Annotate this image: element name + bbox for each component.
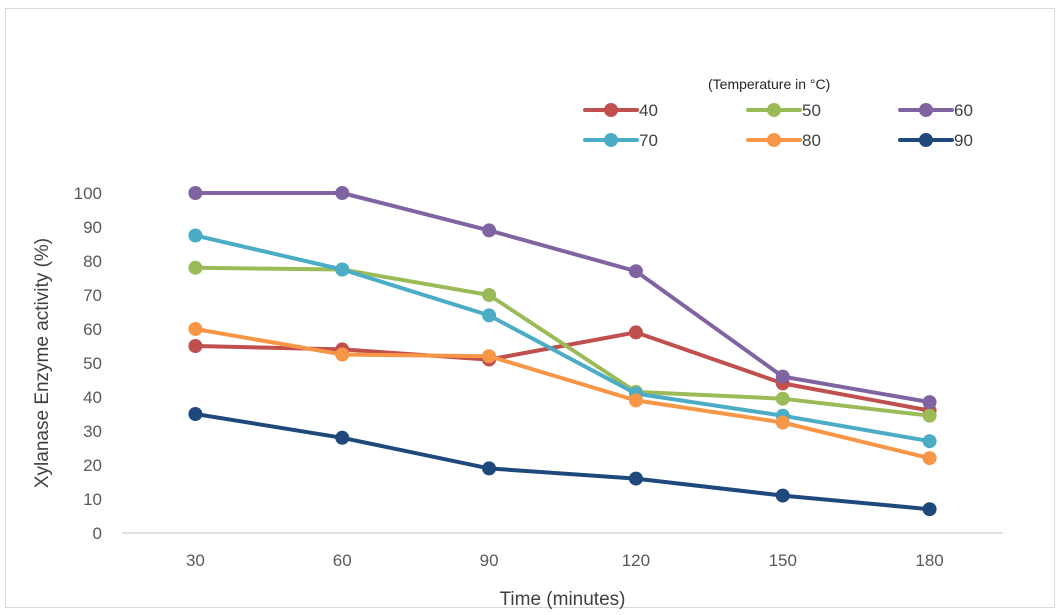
legend-item-90: 90 (898, 131, 973, 150)
data-point (188, 228, 203, 243)
series-line (193, 191, 932, 405)
x-tick-label: 180 (915, 551, 943, 570)
legend-label: 70 (639, 131, 658, 150)
data-point (628, 264, 643, 279)
data-point (922, 408, 937, 423)
data-point (482, 461, 497, 476)
series-70 (188, 228, 937, 449)
data-point (775, 369, 790, 384)
legend-item-80: 80 (746, 131, 821, 150)
legend-swatch-marker (604, 103, 618, 117)
y-tick-label: 80 (83, 252, 102, 271)
legend-label: 50 (802, 101, 821, 120)
data-point (922, 395, 937, 410)
legend-swatch-marker (604, 133, 618, 147)
y-tick-label: 70 (83, 286, 102, 305)
series-80 (188, 322, 937, 466)
series-60 (188, 186, 937, 410)
x-tick-labels: 30 60 90 120 150 180 (186, 551, 944, 570)
data-point (188, 322, 203, 336)
legend-item-60: 60 (898, 101, 973, 120)
y-tick-label: 10 (83, 490, 102, 509)
legend: (Temperature in °C) 40 50 60 70 80 90 (583, 76, 973, 150)
x-tick-label: 30 (186, 551, 205, 570)
x-axis-title: Time (minutes) (500, 589, 626, 610)
x-tick-label: 120 (622, 551, 650, 570)
data-point (188, 407, 203, 421)
chart-frame (5, 8, 1055, 608)
data-point (335, 347, 350, 362)
data-point (775, 488, 790, 503)
legend-swatch-marker (919, 133, 933, 147)
legend-item-40: 40 (583, 101, 658, 120)
data-point (188, 339, 203, 353)
legend-label: 90 (954, 131, 973, 150)
series-line (193, 412, 932, 512)
series-90 (188, 407, 937, 517)
data-point (188, 260, 203, 275)
series-50 (188, 260, 937, 423)
data-point (482, 288, 497, 302)
legend-label: 80 (802, 131, 821, 150)
y-tick-label: 90 (83, 218, 102, 237)
legend-item-50: 50 (746, 101, 821, 120)
x-tick-label: 150 (769, 551, 797, 570)
legend-label: 40 (639, 101, 658, 120)
data-point (482, 223, 497, 238)
data-point (628, 471, 643, 486)
y-tick-label: 100 (74, 184, 102, 203)
legend-label: 60 (954, 101, 973, 120)
data-point (628, 393, 643, 408)
legend-item-70: 70 (583, 131, 658, 150)
data-point (482, 349, 497, 364)
y-tick-label: 50 (83, 354, 102, 373)
legend-title: (Temperature in °C) (708, 76, 830, 92)
data-point (188, 186, 203, 200)
y-tick-label: 60 (83, 320, 102, 339)
data-point (482, 308, 497, 323)
x-tick-label: 60 (333, 551, 352, 570)
data-point (628, 325, 643, 340)
series-line (193, 327, 932, 461)
data-point (922, 502, 937, 517)
series-group (188, 186, 937, 517)
data-point (775, 391, 790, 406)
data-point (922, 451, 937, 466)
data-point (922, 434, 937, 449)
x-tick-label: 90 (480, 551, 499, 570)
data-point (335, 186, 350, 200)
data-point (335, 430, 350, 445)
legend-swatch-marker (767, 133, 781, 147)
y-tick-labels: 0 10 20 30 40 50 60 70 80 90 100 (74, 184, 102, 543)
series-line (193, 265, 932, 418)
y-axis-title: Xylanase Enzyme activity (%) (32, 238, 53, 488)
series-line (193, 233, 932, 444)
y-tick-label: 0 (93, 524, 102, 543)
data-point (775, 415, 790, 430)
legend-swatch-marker (767, 103, 781, 117)
data-point (335, 262, 350, 277)
y-tick-label: 30 (83, 422, 102, 441)
y-tick-label: 40 (83, 388, 102, 407)
y-tick-label: 20 (83, 456, 102, 475)
legend-swatch-marker (919, 103, 933, 117)
